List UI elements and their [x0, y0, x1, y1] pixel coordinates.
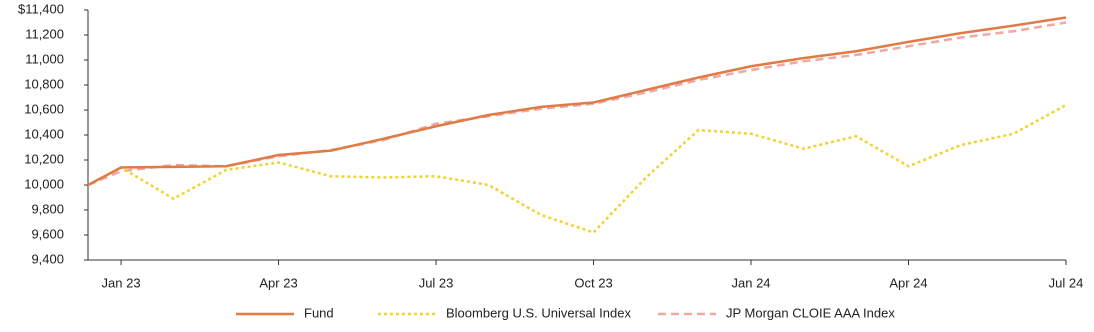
y-tick-label: 9,400: [31, 251, 64, 266]
y-tick-label: 10,000: [24, 176, 64, 191]
y-tick-label: 10,600: [24, 101, 64, 116]
y-tick-label: 11,000: [25, 51, 64, 66]
legend-label: Bloomberg U.S. Universal Index: [446, 305, 631, 320]
y-tick-label: $11,400: [18, 1, 64, 16]
series-line: [87, 103, 1067, 234]
legend-label: JP Morgan CLOIE AAA Index: [726, 305, 895, 320]
x-tick-label: Jan 24: [732, 275, 771, 290]
x-tick-label: Jul 23: [419, 275, 454, 290]
y-tick-label: 10,400: [24, 126, 64, 141]
x-tick-label: Jul 24: [1049, 275, 1084, 290]
x-tick-label: Jan 23: [102, 275, 141, 290]
y-tick-label: 10,200: [24, 151, 64, 166]
legend-label: Fund: [304, 305, 334, 320]
x-tick-label: Oct 23: [574, 275, 612, 290]
y-tick-label: 9,800: [31, 201, 64, 216]
x-tick-label: Apr 23: [259, 275, 297, 290]
x-tick-label: Apr 24: [889, 275, 927, 290]
y-tick-label: 10,800: [24, 76, 64, 91]
series-line: [87, 16, 1067, 187]
y-tick-label: 9,600: [31, 226, 64, 241]
y-tick-label: 11,200: [25, 26, 64, 41]
